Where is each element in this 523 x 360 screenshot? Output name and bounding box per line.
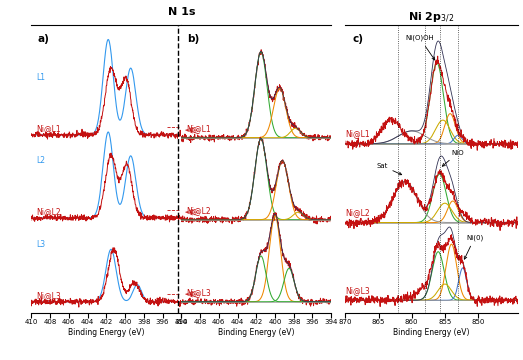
Text: L3: L3 bbox=[36, 240, 45, 249]
Text: Ni@L1: Ni@L1 bbox=[36, 124, 61, 133]
Text: Ni@L2: Ni@L2 bbox=[186, 206, 211, 215]
Text: c): c) bbox=[353, 34, 363, 44]
X-axis label: Binding Energy (eV): Binding Energy (eV) bbox=[393, 328, 470, 337]
Text: N 1s: N 1s bbox=[167, 6, 195, 17]
Text: NiO: NiO bbox=[442, 150, 464, 166]
Text: Ni@L2: Ni@L2 bbox=[345, 208, 370, 217]
Text: L1: L1 bbox=[36, 73, 45, 82]
X-axis label: Binding Energy (eV): Binding Energy (eV) bbox=[218, 328, 294, 337]
Text: Sat: Sat bbox=[376, 163, 402, 175]
Text: Ni@L1: Ni@L1 bbox=[345, 130, 370, 139]
Text: Ni@L3: Ni@L3 bbox=[186, 288, 211, 297]
Text: L2: L2 bbox=[36, 156, 45, 165]
X-axis label: Binding Energy (eV): Binding Energy (eV) bbox=[68, 328, 144, 337]
Text: Ni@L3: Ni@L3 bbox=[36, 291, 61, 300]
Text: Ni@L3: Ni@L3 bbox=[345, 286, 370, 295]
Text: Ni(O)OH: Ni(O)OH bbox=[405, 35, 435, 60]
Text: Ni(0): Ni(0) bbox=[464, 234, 483, 259]
Text: a): a) bbox=[37, 34, 49, 44]
Text: Ni@L1: Ni@L1 bbox=[186, 124, 211, 133]
Text: b): b) bbox=[187, 34, 200, 44]
Title: Ni 2p$_{3/2}$: Ni 2p$_{3/2}$ bbox=[408, 11, 454, 25]
Text: Ni@L2: Ni@L2 bbox=[36, 207, 61, 216]
